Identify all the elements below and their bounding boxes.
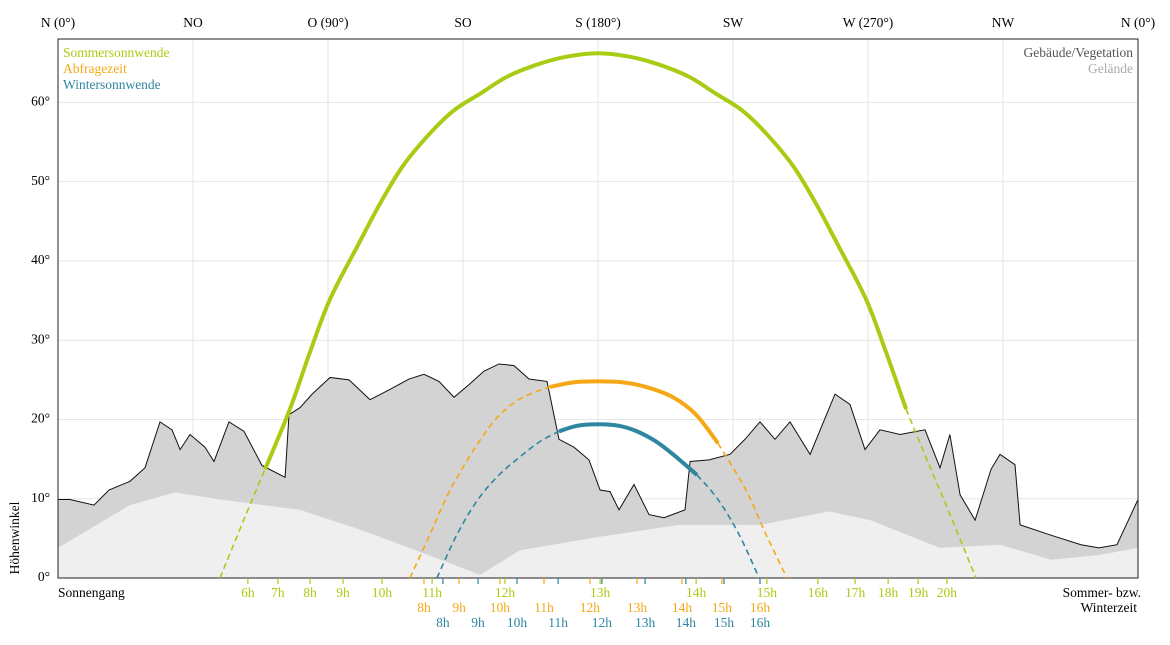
hour-label: 17h xyxy=(845,585,866,600)
sun-path-hidden xyxy=(905,408,977,579)
hour-label: 14h xyxy=(676,615,697,630)
hour-label: 12h xyxy=(592,615,613,630)
row-label: Sonnengang xyxy=(58,585,125,600)
hour-label: 6h xyxy=(241,585,255,600)
hour-label: 20h xyxy=(937,585,958,600)
obstacle-legend: Gelände xyxy=(1088,61,1133,76)
hour-label: 13h xyxy=(627,600,648,615)
hour-label: 16h xyxy=(750,615,771,630)
hour-label: 13h xyxy=(635,615,656,630)
hour-label: 16h xyxy=(808,585,829,600)
hour-label: 11h xyxy=(548,615,568,630)
hour-label: 14h xyxy=(686,585,707,600)
sun-path-hidden xyxy=(219,469,266,579)
x-tick-label: SO xyxy=(454,15,472,30)
hour-label: 19h xyxy=(908,585,929,600)
x-tick-label: SW xyxy=(723,15,744,30)
hour-label: 11h xyxy=(534,600,554,615)
hour-label: 11h xyxy=(422,585,442,600)
sun-path xyxy=(549,379,720,445)
hour-label: 9h xyxy=(471,615,485,630)
obstacle-outline xyxy=(58,363,1139,549)
hour-label: 8h xyxy=(303,585,317,600)
y-tick-label: 0° xyxy=(38,569,50,584)
x-tick-label: NO xyxy=(183,15,203,30)
hour-label: 15h xyxy=(714,615,735,630)
hour-label: 9h xyxy=(336,585,350,600)
legend-entry: Wintersonnwende xyxy=(63,77,161,92)
hour-label: 18h xyxy=(878,585,899,600)
hour-label: 7h xyxy=(271,585,285,600)
y-tick-label: 40° xyxy=(31,252,50,267)
hour-label: 10h xyxy=(507,615,528,630)
x-tick-label: N (0°) xyxy=(41,15,75,30)
sun-path-hidden xyxy=(436,430,560,579)
hour-label: 10h xyxy=(372,585,393,600)
sun-path xyxy=(263,51,908,471)
x-tick-label: N (0°) xyxy=(1121,15,1155,30)
hour-label: 8h xyxy=(417,600,431,615)
x-tick-label: NW xyxy=(992,15,1015,30)
obstacle-area xyxy=(58,492,1138,578)
sun-path-hidden xyxy=(696,474,760,579)
hour-label: 8h xyxy=(436,615,450,630)
hour-label: 15h xyxy=(757,585,778,600)
plot-frame xyxy=(57,38,1139,579)
time-note: Sommer- bzw. xyxy=(1063,585,1141,600)
sun-path-hidden xyxy=(717,442,788,579)
hour-label: 12h xyxy=(580,600,601,615)
sun-path-hidden xyxy=(409,386,551,579)
x-tick-label: S (180°) xyxy=(575,15,621,30)
y-tick-label: 30° xyxy=(31,331,50,346)
obstacle-legend: Gebäude/Vegetation xyxy=(1024,45,1134,60)
hour-label: 9h xyxy=(452,600,466,615)
x-tick-label: W (270°) xyxy=(843,15,894,30)
hour-label: 10h xyxy=(490,600,511,615)
hour-label: 13h xyxy=(590,585,611,600)
y-tick-label: 50° xyxy=(31,173,50,188)
legend-entry: Abfragezeit xyxy=(63,61,127,76)
sun-path xyxy=(558,422,699,477)
y-tick-label: 10° xyxy=(31,490,50,505)
hour-label: 14h xyxy=(672,600,693,615)
time-note: Winterzeit xyxy=(1081,600,1138,615)
x-tick-label: O (90°) xyxy=(307,15,348,30)
y-tick-label: 20° xyxy=(31,411,50,426)
legend-entry: Sommersonnwende xyxy=(63,45,169,60)
y-tick-label: 60° xyxy=(31,94,50,109)
y-axis-label: Höhenwinkel xyxy=(7,501,22,574)
hour-label: 16h xyxy=(750,600,771,615)
hour-label: 12h xyxy=(495,585,516,600)
hour-label: 15h xyxy=(712,600,733,615)
